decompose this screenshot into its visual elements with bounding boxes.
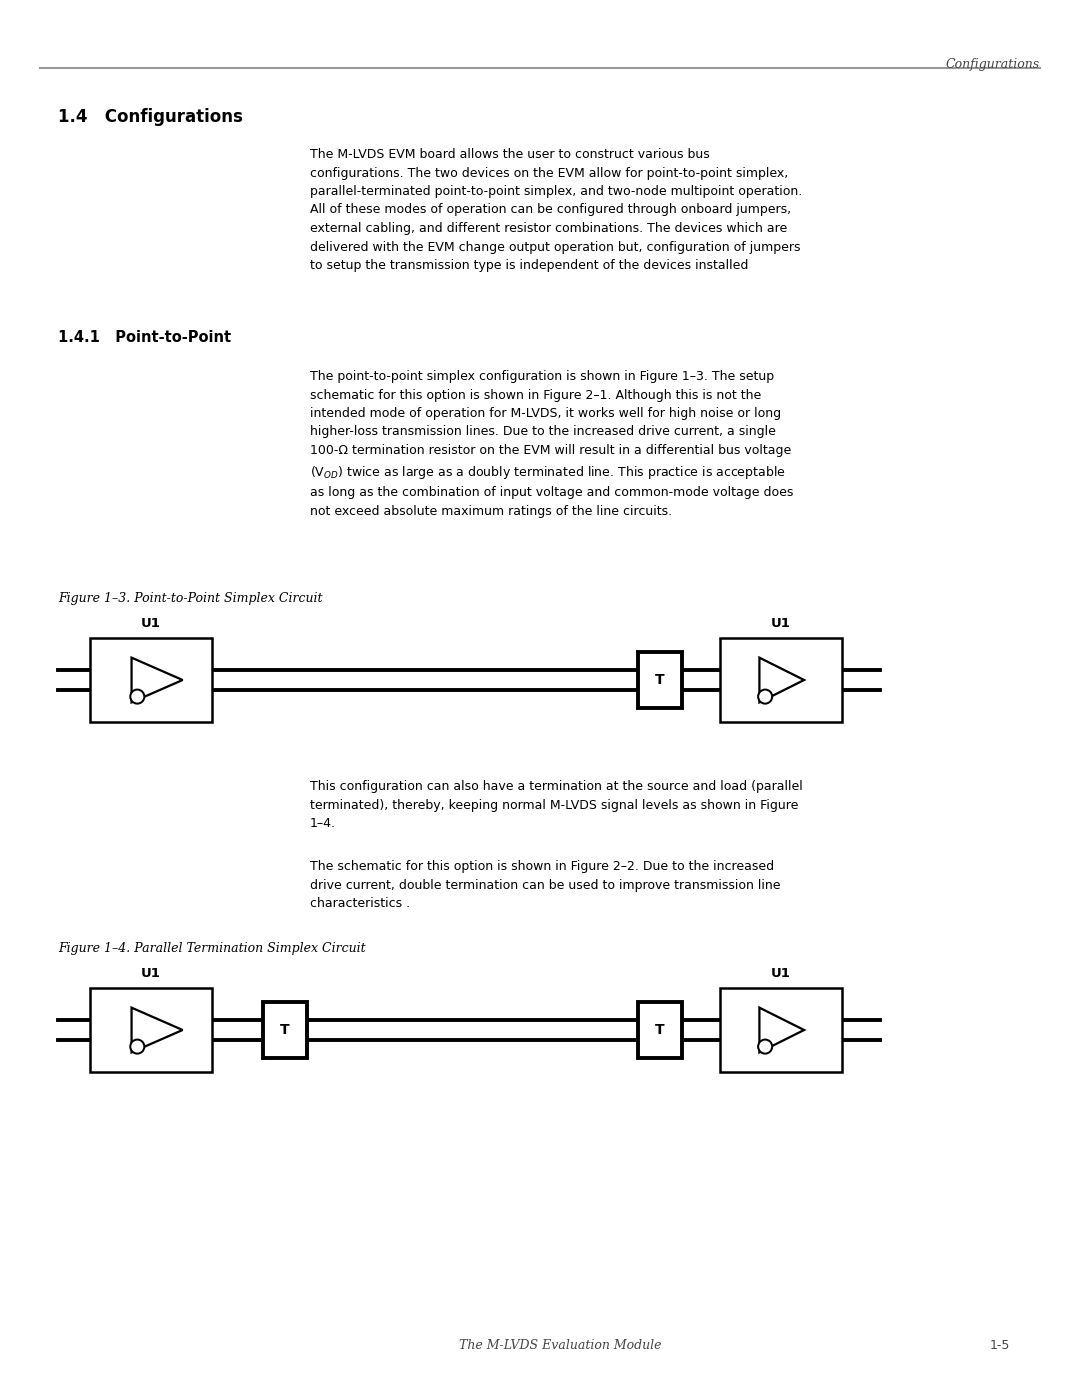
Text: U1: U1 bbox=[141, 967, 161, 981]
Text: This configuration can also have a termination at the source and load (parallel
: This configuration can also have a termi… bbox=[310, 780, 802, 830]
Text: 1.4.1   Point-to-Point: 1.4.1 Point-to-Point bbox=[58, 330, 231, 345]
Bar bbox=[720, 638, 842, 722]
Text: T: T bbox=[656, 1023, 665, 1037]
Bar bbox=[638, 1002, 681, 1058]
Bar bbox=[264, 1002, 307, 1058]
Text: U1: U1 bbox=[771, 617, 791, 630]
Text: 1-5: 1-5 bbox=[990, 1338, 1011, 1352]
Bar bbox=[638, 652, 681, 708]
Bar bbox=[90, 988, 212, 1071]
Text: U1: U1 bbox=[771, 967, 791, 981]
Text: The M-LVDS EVM board allows the user to construct various bus
configurations. Th: The M-LVDS EVM board allows the user to … bbox=[310, 148, 802, 272]
Polygon shape bbox=[132, 1007, 183, 1052]
Bar bbox=[90, 638, 212, 722]
Circle shape bbox=[131, 690, 145, 704]
Text: Figure 1–4. Parallel Termination Simplex Circuit: Figure 1–4. Parallel Termination Simplex… bbox=[58, 942, 366, 956]
Text: The schematic for this option is shown in Figure 2–2. Due to the increased
drive: The schematic for this option is shown i… bbox=[310, 861, 781, 909]
Polygon shape bbox=[132, 658, 183, 703]
Text: U1: U1 bbox=[141, 617, 161, 630]
Text: 1.4   Configurations: 1.4 Configurations bbox=[58, 108, 243, 126]
Text: Figure 1–3. Point-to-Point Simplex Circuit: Figure 1–3. Point-to-Point Simplex Circu… bbox=[58, 592, 323, 605]
Text: T: T bbox=[656, 673, 665, 687]
Polygon shape bbox=[759, 1007, 805, 1052]
Text: T: T bbox=[280, 1023, 289, 1037]
Circle shape bbox=[131, 1039, 145, 1053]
Circle shape bbox=[758, 690, 772, 704]
Bar bbox=[720, 988, 842, 1071]
Circle shape bbox=[758, 1039, 772, 1053]
Text: Configurations: Configurations bbox=[946, 59, 1040, 71]
Text: The M-LVDS Evaluation Module: The M-LVDS Evaluation Module bbox=[459, 1338, 661, 1352]
Text: The point-to-point simplex configuration is shown in Figure 1–3. The setup
schem: The point-to-point simplex configuration… bbox=[310, 370, 794, 518]
Polygon shape bbox=[759, 658, 805, 703]
